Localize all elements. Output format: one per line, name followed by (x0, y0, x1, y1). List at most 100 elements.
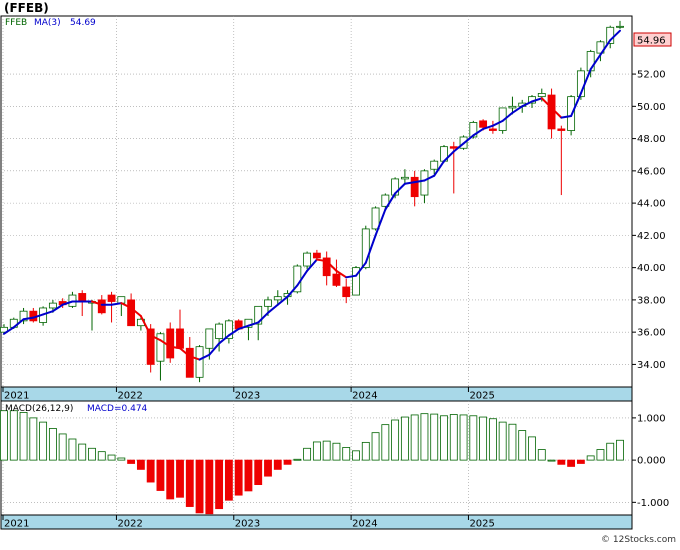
ma-segment (443, 150, 455, 163)
candle-body (0, 326, 8, 333)
ma-segment (413, 179, 426, 184)
chart-title: (FFEB) (4, 1, 49, 15)
macd-bar (567, 459, 576, 467)
macd-bar (195, 459, 204, 514)
ma-segment (257, 311, 269, 324)
candle-body (166, 328, 175, 359)
candle-body (469, 122, 478, 138)
price-y-tick-label: 42.00 (637, 231, 666, 242)
price-grid (1, 16, 632, 387)
price-y-tick-label: 36.00 (637, 328, 666, 339)
macd-x-axis: 2021 2022 2023 2024 2025 (2, 515, 495, 530)
price-y-tick-label: 50.00 (637, 102, 666, 113)
candle-body (537, 93, 546, 98)
macd-bar (19, 411, 28, 461)
price-y-tick-label: 38.00 (637, 295, 666, 306)
macd-bar (215, 459, 224, 510)
macd-bar (459, 414, 468, 461)
ma-segment (149, 334, 162, 342)
candle-body (342, 286, 351, 298)
ma-segment (159, 339, 172, 348)
macd-bar (303, 447, 312, 461)
price-x-tick-label: 2023 (235, 391, 260, 402)
ma-segment (198, 353, 211, 361)
ma-segment (276, 295, 289, 306)
candle-body (420, 170, 429, 196)
ma-segment (579, 68, 592, 95)
price-y-tick-label: 40.00 (637, 263, 666, 274)
macd-bar (410, 414, 419, 461)
macd-bar (312, 441, 321, 461)
macd-bar (9, 410, 18, 461)
macd-bar (332, 442, 341, 461)
macd-bar (127, 459, 136, 464)
candle-body (410, 176, 419, 198)
price-panel-frame (0, 15, 633, 388)
candle-body (616, 25, 624, 28)
macd-bar (479, 416, 488, 461)
macd-bar (557, 459, 566, 465)
macd-bar (488, 418, 497, 461)
macd-bar (107, 454, 116, 461)
candle-body (215, 323, 224, 340)
candle-body (273, 296, 282, 301)
candle-body (244, 318, 253, 328)
macd-legend-label: MACD(26,12,9) (5, 404, 73, 414)
macd-bar (508, 423, 517, 461)
candle-body (97, 299, 106, 314)
macd-y-tick-label: 0.000 (637, 456, 666, 467)
ma-segment (550, 106, 563, 119)
price-legend-ma: MA(3) (34, 18, 61, 28)
ma-segment (521, 100, 533, 108)
ma-segment (462, 134, 475, 145)
macd-bar (146, 459, 155, 483)
candle-body (322, 257, 331, 277)
macd-bar (224, 459, 233, 501)
ma-segment (560, 115, 573, 119)
macd-y-axis: 1.000 0.000 -1.000 (632, 413, 669, 509)
macd-bar (371, 432, 380, 461)
ma-segment (218, 334, 230, 345)
macd-bar (39, 421, 48, 461)
macd-bar (136, 459, 145, 470)
macd-bar (528, 436, 536, 461)
ma-segment (110, 302, 123, 306)
macd-bar (596, 449, 605, 461)
ma-segment (452, 142, 465, 153)
price-legend-ma-value: 54.69 (70, 18, 96, 28)
ma-segment (130, 306, 142, 318)
macd-bar (58, 433, 67, 461)
candle-body (146, 328, 155, 365)
ma-segment (345, 274, 357, 279)
macd-x-tick-label: 2024 (352, 519, 377, 530)
ma-segment (501, 111, 514, 122)
macd-bar (430, 413, 439, 461)
ma-segment (286, 284, 299, 298)
ma-segment (589, 53, 602, 71)
ma-segment (315, 258, 328, 263)
candle-body (195, 346, 204, 378)
ma-segment (433, 160, 445, 177)
macd-bar (156, 459, 165, 491)
ma-segment (42, 310, 54, 316)
candle-body (400, 176, 409, 180)
price-y-tick-label: 46.00 (637, 166, 666, 177)
candle-body (606, 26, 615, 44)
candle-body (488, 128, 497, 131)
macd-x-axis-band (0, 514, 633, 530)
macd-bar (518, 430, 527, 461)
ma-segment (188, 355, 201, 361)
candle-body (176, 328, 184, 349)
candle-body (557, 128, 566, 131)
macd-bar (449, 414, 458, 461)
candle-body (430, 160, 439, 170)
macd-bar (293, 458, 302, 461)
macd-bar (244, 459, 253, 492)
price-x-tick-label: 2024 (352, 391, 377, 402)
candle-body (156, 333, 165, 362)
ma-segment (472, 127, 485, 137)
candle-body (205, 328, 214, 349)
macd-bar (586, 455, 595, 461)
ma-segment (384, 192, 397, 211)
